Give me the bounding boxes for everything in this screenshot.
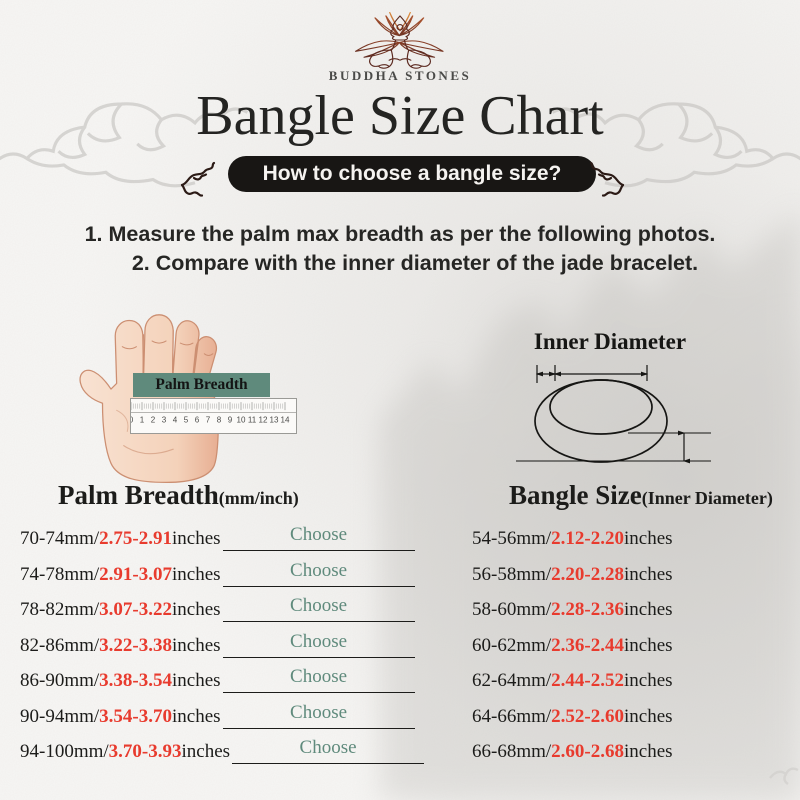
svg-text:5: 5 [184,416,189,425]
svg-text:8: 8 [217,416,222,425]
svg-text:3: 3 [162,416,167,425]
svg-text:13: 13 [270,416,279,425]
svg-text:1: 1 [140,416,145,425]
svg-text:0: 0 [131,416,134,425]
svg-text:7: 7 [206,416,211,425]
svg-text:14: 14 [281,416,290,425]
svg-text:11: 11 [248,416,257,425]
svg-text:2: 2 [151,416,156,425]
svg-text:9: 9 [228,416,233,425]
svg-text:10: 10 [237,416,246,425]
svg-text:6: 6 [195,416,200,425]
svg-text:4: 4 [173,416,178,425]
svg-text:12: 12 [259,416,268,425]
svg-text:Inner Diameter: Inner Diameter [534,329,686,354]
